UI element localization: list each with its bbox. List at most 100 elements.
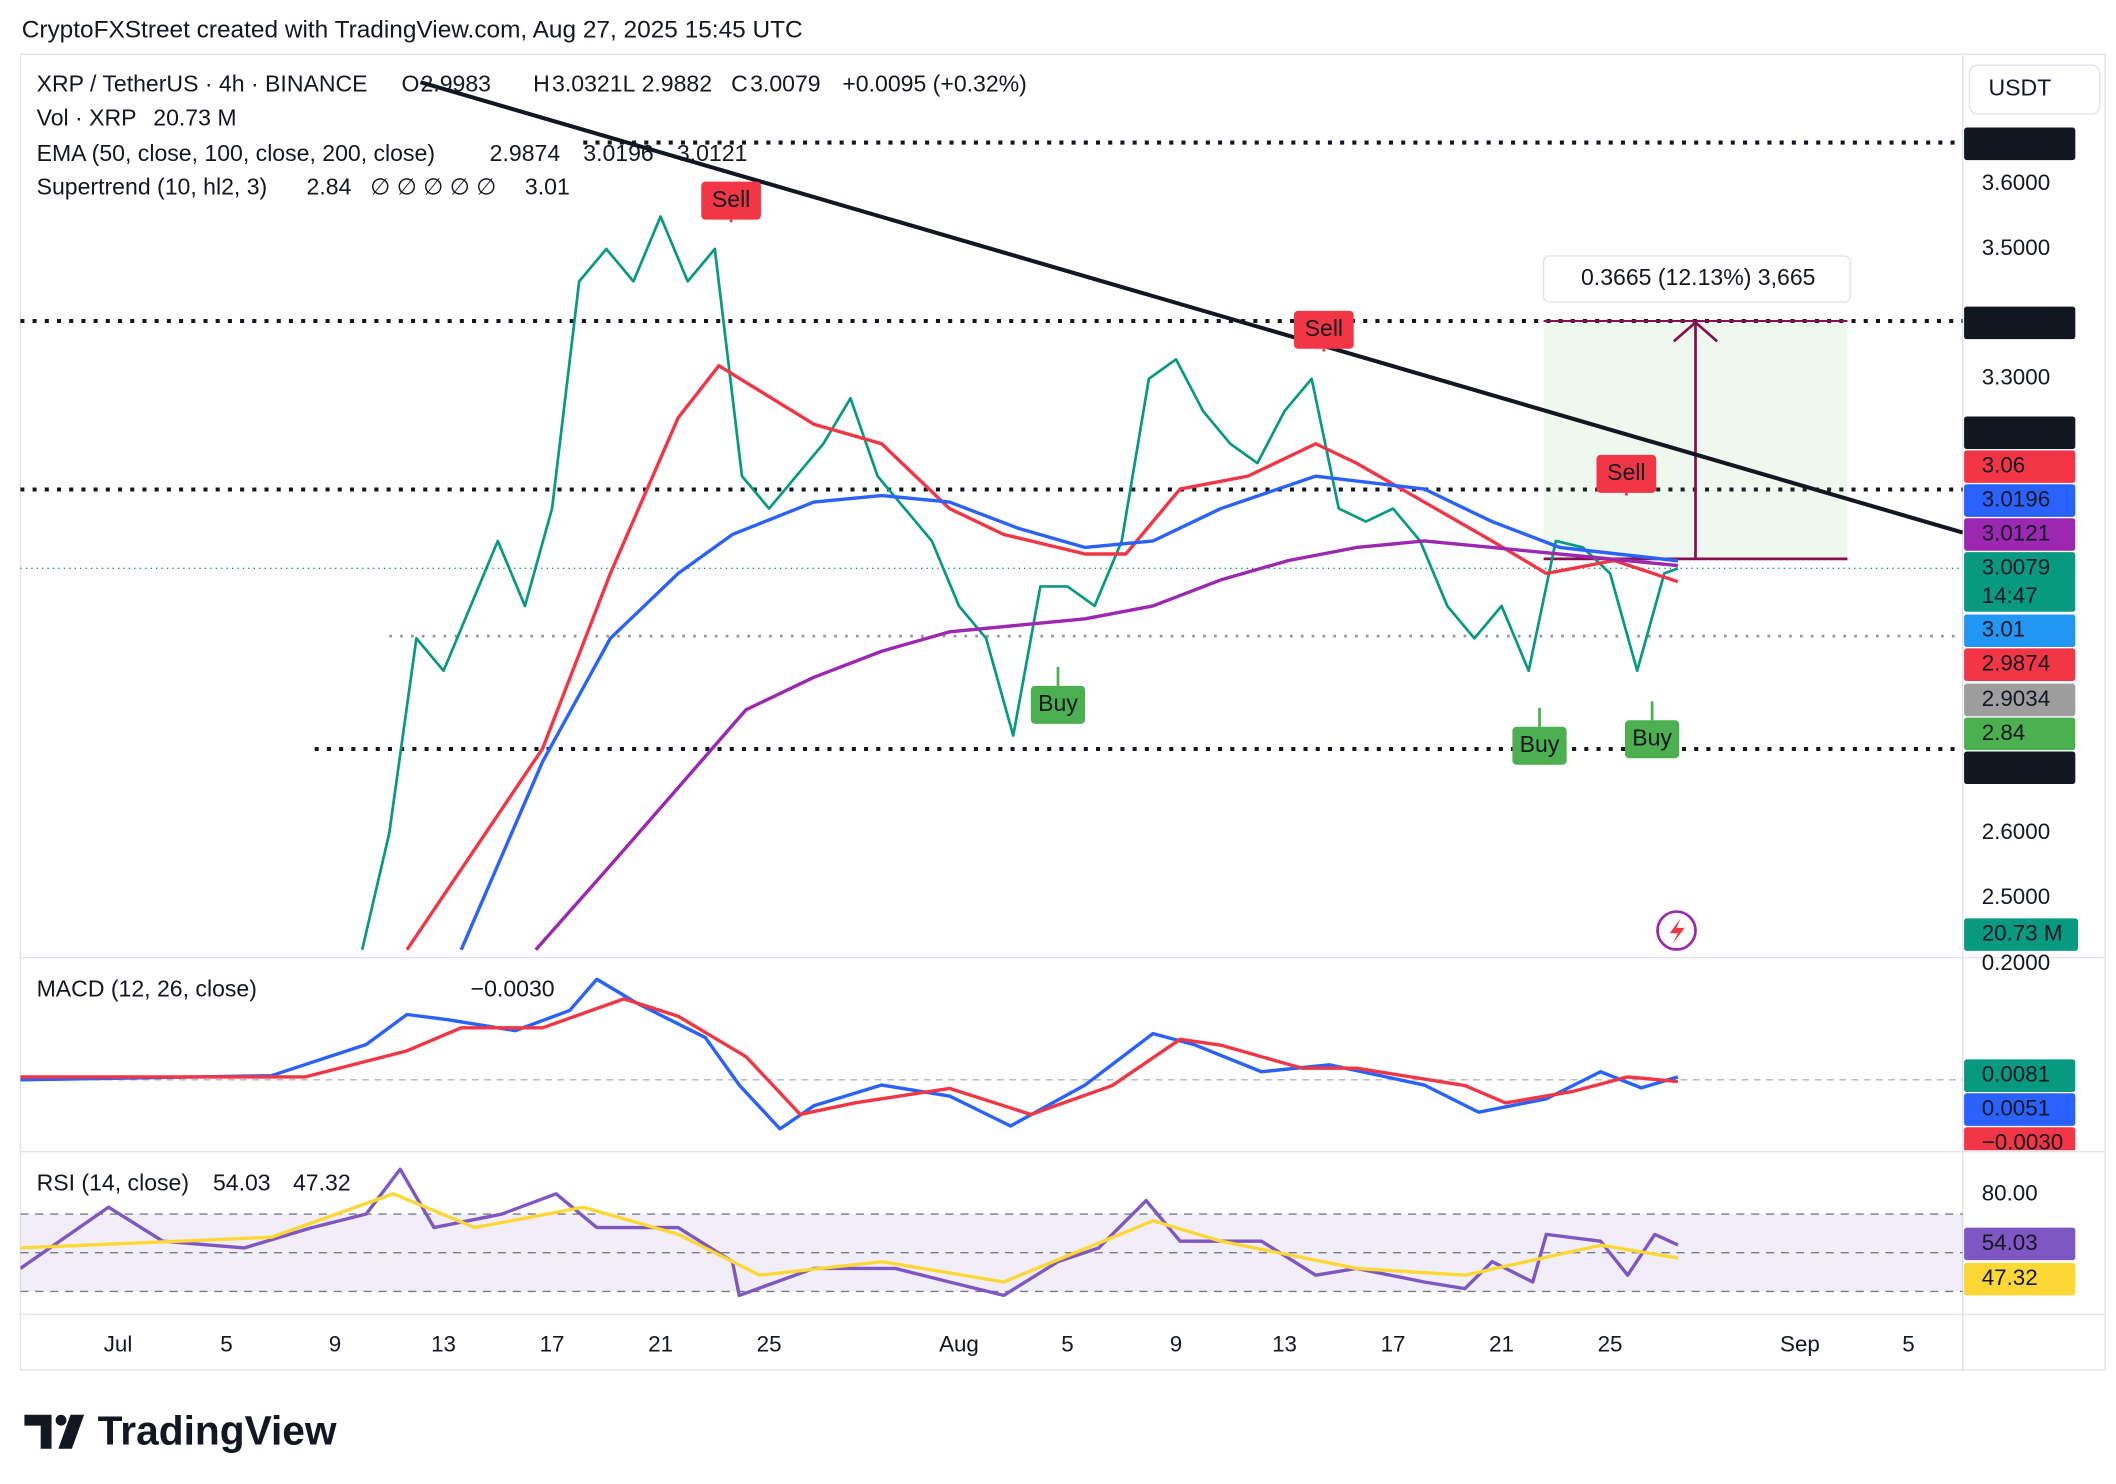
axis-badge	[1964, 450, 2076, 483]
legend-ema-value: 2.9874	[490, 140, 561, 166]
x-tick-label: 13	[1272, 1332, 1297, 1357]
legend-supertrend-na: ∅ ∅ ∅ ∅ ∅	[370, 174, 496, 200]
alert-bolt	[1669, 918, 1685, 945]
series-line	[20, 1192, 1679, 1284]
x-tick-label: 5	[1902, 1332, 1914, 1357]
x-tick-label: 13	[431, 1332, 456, 1357]
series-line	[360, 215, 1679, 951]
x-tick-label: Aug	[939, 1332, 979, 1357]
legend-ema: EMA (50, close, 100, close, 200, close)	[37, 140, 435, 166]
series-line	[20, 977, 1679, 1131]
signal-box	[1596, 454, 1657, 493]
x-tick-label: 5	[1061, 1332, 1073, 1357]
countdown: 14:47	[1982, 583, 2038, 608]
axis-badge-label: 3.01	[1982, 617, 2026, 642]
axis-badge	[1964, 1227, 2076, 1261]
x-tick-label: 25	[1598, 1332, 1623, 1357]
x-tick-label: 21	[648, 1332, 673, 1357]
axis-badge	[1964, 918, 2079, 951]
x-tick-label: 17	[1381, 1332, 1406, 1357]
y-tick-label: 2.5000	[1982, 884, 2050, 909]
y-tick-label: 3.6000	[1982, 170, 2050, 195]
axis-badge-label: 2.9034	[1982, 686, 2050, 711]
axis-badge-label: 54.03	[1982, 1230, 2038, 1255]
axis-badge-label: 3.06	[1982, 453, 2026, 478]
axis-badge-label: 2.9874	[1982, 651, 2050, 676]
currency-box[interactable]	[1968, 64, 2101, 115]
pane	[20, 977, 1963, 1131]
legend-macd: MACD (12, 26, close)	[37, 975, 257, 1001]
trendline	[419, 80, 1963, 535]
measure-label-box	[1542, 255, 1851, 303]
pane: 0.3665 (12.13%) 3,665 Sell Sell Sell Buy Buy B…	[20, 80, 1963, 951]
series-line	[459, 474, 1679, 951]
axis-badge	[1964, 1262, 2076, 1296]
logo-mark	[55, 1414, 67, 1426]
legend-ohlc-value: 3.0321	[552, 71, 623, 97]
y-tick-label: 0.2000	[1982, 950, 2050, 975]
axis-badge-label: 3.0121	[1982, 520, 2050, 545]
x-tick-label: Sep	[1780, 1332, 1820, 1357]
legend-ohlc-value: 2.9882	[642, 71, 713, 97]
pane	[20, 1167, 1963, 1298]
x-tick-label: 17	[540, 1332, 565, 1357]
signal-label: Buy	[1520, 731, 1560, 757]
signal-box	[1624, 720, 1680, 759]
legend-ohlc-key: H	[533, 71, 550, 97]
legend-title: XRP / TetherUS · 4h · BINANCE	[37, 71, 368, 97]
axis-badge-label: 3.6640	[1982, 130, 2050, 155]
axis-badge-label: 3.0079	[1982, 554, 2050, 579]
x-tick-label: 5	[220, 1332, 232, 1357]
legend-supertrend-value: 3.01	[525, 174, 570, 200]
axis-badge-label: 20.73 M	[1982, 921, 2063, 946]
footer-logo-text: TradingView	[98, 1408, 337, 1454]
signal-box	[701, 181, 761, 220]
currency: USDT	[1988, 75, 2051, 101]
legend-rsi-value: 54.03	[213, 1169, 271, 1195]
axis-badge	[1964, 717, 2076, 751]
signal-box	[1512, 726, 1567, 765]
legend-ohlc-key: L	[623, 71, 636, 97]
x-tick-label: 21	[1489, 1332, 1514, 1357]
x-tick-label: 25	[757, 1332, 782, 1357]
signal-box	[1294, 310, 1354, 349]
axis-badge-label: 0.0081	[1982, 1062, 2050, 1087]
axis-badge-label: 2.7295	[1982, 754, 2050, 779]
axis-badge	[1964, 518, 2076, 551]
price-axis-badges: 3.6640 3.3890 3.1294 3.06 3.0196 3.0121 3.0079…	[1964, 127, 2079, 1151]
x-tick-label: 9	[1170, 1332, 1182, 1357]
axis-badge-label: 0.0051	[1982, 1095, 2050, 1120]
legend-ohlc-value: 3.0079	[750, 71, 821, 97]
axis-badge	[1964, 416, 2076, 450]
axis-badge	[1964, 614, 2076, 648]
axis-badge	[1964, 683, 2076, 717]
legend-ema-value: 3.0121	[677, 140, 748, 166]
signal-label: Sell	[1305, 315, 1343, 341]
series-line	[405, 364, 1679, 951]
legend-ohlc-key: O	[401, 71, 419, 97]
header: CryptoFXStreet created with TradingView.…	[22, 17, 803, 44]
y-tick-label: 3.5000	[1982, 235, 2050, 260]
legend-volume: Vol · XRP	[37, 105, 137, 131]
logo-mark	[58, 1414, 85, 1449]
y-tick-label: 3.3000	[1982, 365, 2050, 390]
legend-ema-value: 3.0196	[583, 140, 654, 166]
axis-badge-label: 3.3890	[1982, 309, 2050, 334]
x-tick-label: Jul	[104, 1332, 133, 1357]
legend-ohlc-value: 2.9983	[420, 71, 491, 97]
measure-label: 0.3665 (12.13%) 3,665	[1581, 264, 1816, 290]
axis-badge	[1964, 648, 2076, 681]
signal-label: Sell	[712, 186, 750, 212]
legend-supertrend-value: 2.84	[307, 174, 352, 200]
axis-badge-label: 2.84	[1982, 720, 2026, 745]
series-line	[534, 539, 1679, 951]
signal-label: Buy	[1632, 724, 1672, 750]
frame	[19, 53, 2106, 1371]
axis-badge	[1964, 306, 2076, 340]
legend-macd-value: −0.0030	[471, 975, 555, 1001]
axis-badge	[1964, 1127, 2076, 1151]
axis-badge	[1964, 751, 2076, 785]
signal-label: Sell	[1607, 459, 1645, 485]
axis-badge-label: 47.32	[1982, 1265, 2038, 1290]
